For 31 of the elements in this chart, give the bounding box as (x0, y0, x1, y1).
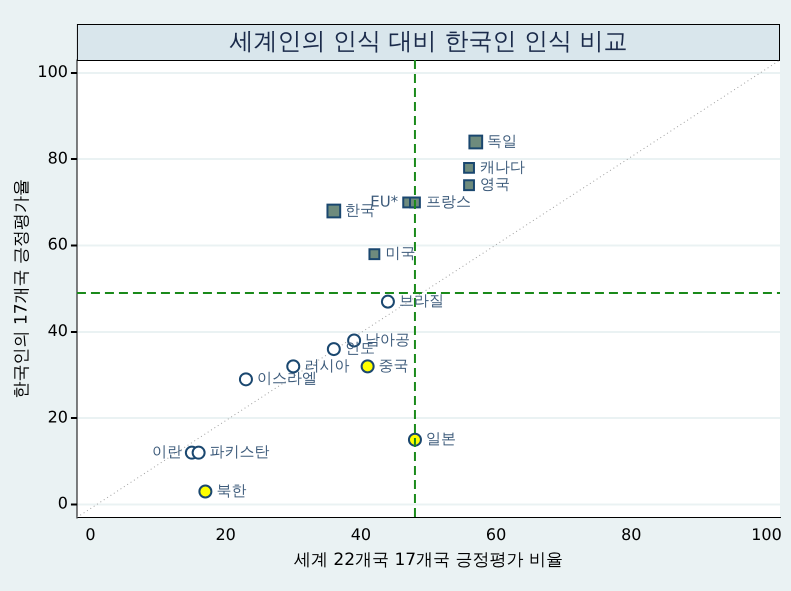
annotation: 캐나다 (480, 158, 526, 176)
x-tick-label: 60 (486, 525, 506, 544)
y-tick-label: 20 (48, 407, 68, 426)
annotation: 독일 (486, 132, 517, 150)
annotation: 프랑스 (426, 192, 471, 210)
y-tick-label: 100 (37, 62, 68, 82)
x-tick-label: 80 (621, 525, 642, 544)
annotation: 파키스탄 (210, 442, 270, 461)
y-tick-label: 60 (48, 234, 68, 254)
y-tick-label: 40 (48, 321, 68, 340)
point (238, 372, 253, 386)
y-axis-title: 한국인의 17개국 긍정평가율 (12, 178, 32, 398)
point (198, 484, 212, 499)
point (360, 359, 375, 374)
x-tick-label: 20 (215, 525, 236, 544)
x-tick-label: 40 (350, 525, 372, 544)
y-tick-label: 0 (58, 494, 68, 513)
point (380, 294, 395, 309)
x-axis-title: 세계 22개국 17개국 긍정평가 비율 (294, 550, 563, 570)
x-tick-label: 100 (751, 525, 782, 544)
annotation: 북한 (216, 481, 246, 500)
annotation: 중국 (378, 356, 409, 374)
chart-title: 세계인의 인식 대비 한국인 인식 비교 (229, 27, 628, 56)
x-tick-label: 0 (85, 525, 96, 544)
annotation: 일본 (426, 430, 456, 448)
point (326, 342, 341, 356)
point (192, 446, 206, 460)
annotation: 영국 (480, 175, 510, 194)
y-tick-label: 80 (48, 148, 68, 168)
annotation: 이란 (152, 442, 182, 461)
annotation: 미국 (385, 244, 416, 262)
